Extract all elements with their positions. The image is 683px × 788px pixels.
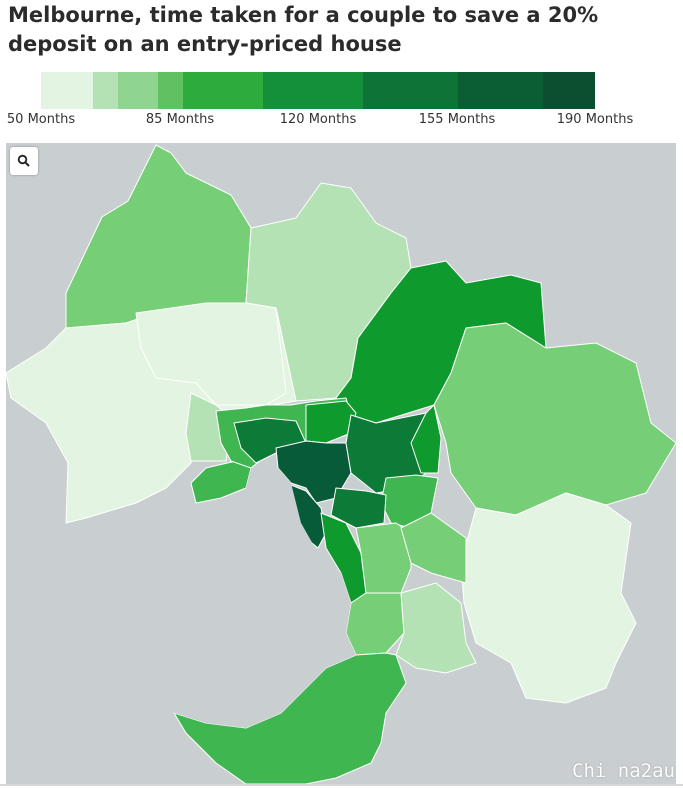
legend-label-190: 190 Months: [556, 112, 634, 127]
legend-label-50: 50 Months: [6, 112, 76, 127]
region-west-bay[interactable]: [190, 460, 252, 504]
region-south-middle-2[interactable]: [400, 512, 467, 584]
legend-label-120: 120 Months: [279, 112, 357, 127]
region-south-east-inner[interactable]: [330, 487, 387, 529]
region-south-east[interactable]: [460, 492, 637, 704]
legend-segment: [458, 72, 543, 109]
legend-segment: [158, 72, 183, 109]
legend-segment: [93, 72, 118, 109]
legend-color-scale: [41, 72, 595, 109]
region-south-middle[interactable]: [355, 522, 412, 594]
region-peninsula-upper[interactable]: [345, 592, 405, 656]
region-peninsula-east[interactable]: [395, 582, 477, 674]
port-phillip-bay: [174, 468, 356, 728]
legend-label-155: 155 Months: [418, 112, 496, 127]
legend-segment: [41, 72, 93, 109]
legend-segment: [183, 72, 263, 109]
map-search-button[interactable]: [10, 147, 38, 175]
map-canvas[interactable]: [6, 143, 676, 784]
legend-segment: [263, 72, 363, 109]
region-west-middle[interactable]: [185, 392, 232, 462]
region-northwest[interactable]: [65, 144, 252, 329]
region-east[interactable]: [433, 322, 676, 516]
divider: [0, 784, 683, 786]
choropleth-map[interactable]: [6, 143, 676, 784]
region-east-middle[interactable]: [410, 404, 442, 474]
search-icon: [17, 154, 30, 167]
legend-label-85: 85 Months: [145, 112, 215, 127]
page-title: Melbourne, time taken for a couple to sa…: [8, 3, 599, 56]
legend-segment: [118, 72, 158, 109]
legend-segment: [363, 72, 458, 109]
watermark: Chi na2au: [572, 760, 675, 782]
legend-segment: [543, 72, 595, 109]
